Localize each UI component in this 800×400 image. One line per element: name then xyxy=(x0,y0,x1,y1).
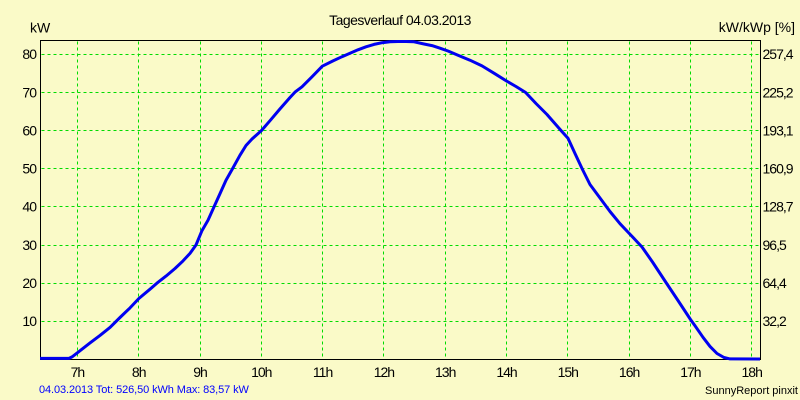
svg-text:18h: 18h xyxy=(742,364,763,380)
svg-text:160,9: 160,9 xyxy=(763,161,794,177)
svg-text:8h: 8h xyxy=(132,364,146,380)
svg-text:70: 70 xyxy=(22,84,37,100)
svg-text:04.03.2013 Tot: 526,50 kWh Max: 04.03.2013 Tot: 526,50 kWh Max: 83,57 kW xyxy=(39,384,250,396)
svg-text:kW/kWp [%]: kW/kWp [%] xyxy=(719,19,795,35)
svg-text:50: 50 xyxy=(22,161,37,177)
svg-text:128,7: 128,7 xyxy=(763,199,794,215)
svg-text:10: 10 xyxy=(22,313,37,329)
svg-text:10h: 10h xyxy=(251,364,272,380)
svg-text:kW: kW xyxy=(30,20,51,36)
svg-text:7h: 7h xyxy=(71,364,85,380)
svg-text:60: 60 xyxy=(22,122,37,138)
svg-text:64,4: 64,4 xyxy=(763,275,787,291)
svg-text:17h: 17h xyxy=(680,364,701,380)
svg-text:193,1: 193,1 xyxy=(763,122,794,138)
svg-text:12h: 12h xyxy=(374,364,395,380)
svg-text:16h: 16h xyxy=(619,364,640,380)
svg-text:257,4: 257,4 xyxy=(763,46,794,62)
svg-text:13h: 13h xyxy=(435,364,456,380)
svg-text:80: 80 xyxy=(22,46,37,62)
svg-text:20: 20 xyxy=(22,275,37,291)
svg-text:30: 30 xyxy=(22,237,37,253)
svg-text:11h: 11h xyxy=(313,364,333,380)
svg-text:9h: 9h xyxy=(193,364,207,380)
svg-text:SunnyReport pinxit: SunnyReport pinxit xyxy=(705,385,798,397)
svg-text:Tagesverlauf 04.03.2013: Tagesverlauf 04.03.2013 xyxy=(329,12,472,28)
svg-text:32,2: 32,2 xyxy=(763,313,787,329)
svg-text:14h: 14h xyxy=(496,364,517,380)
svg-text:40: 40 xyxy=(22,199,37,215)
svg-text:225,2: 225,2 xyxy=(763,84,794,100)
svg-text:15h: 15h xyxy=(558,364,579,380)
svg-text:96,5: 96,5 xyxy=(763,237,787,253)
